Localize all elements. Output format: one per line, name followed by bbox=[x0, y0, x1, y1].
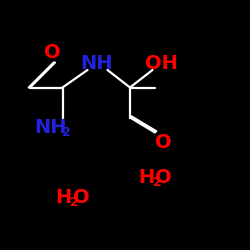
Text: O: O bbox=[156, 168, 172, 187]
Text: O: O bbox=[156, 133, 172, 152]
Text: OH: OH bbox=[145, 54, 178, 73]
Text: NH: NH bbox=[34, 118, 66, 137]
Text: 2: 2 bbox=[62, 126, 71, 138]
Text: H: H bbox=[56, 188, 72, 207]
Text: 2: 2 bbox=[152, 176, 162, 188]
Text: 2: 2 bbox=[70, 196, 79, 208]
Text: NH: NH bbox=[80, 54, 112, 73]
Text: O: O bbox=[73, 188, 90, 207]
Text: H: H bbox=[138, 168, 154, 187]
Text: O: O bbox=[44, 43, 61, 62]
